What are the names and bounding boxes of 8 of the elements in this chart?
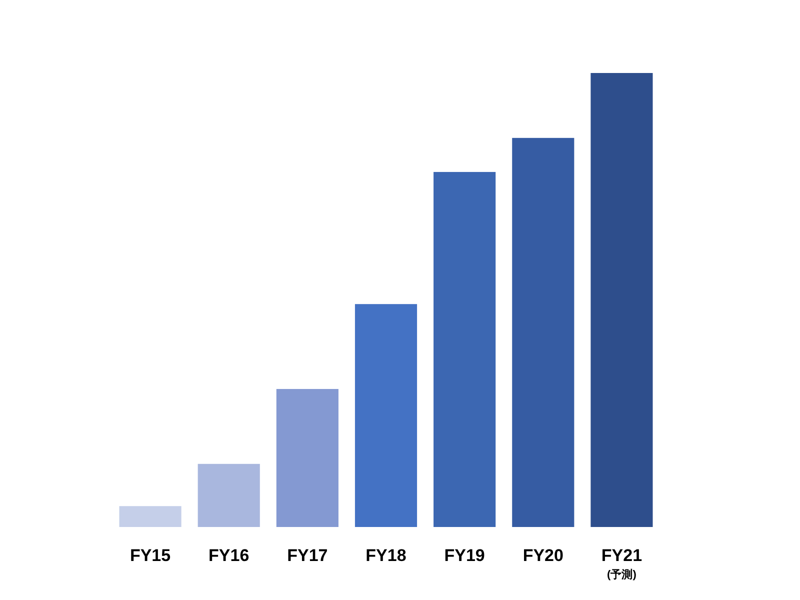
x-tick-label: FY16: [208, 546, 250, 565]
x-tick-label: FY17: [287, 546, 328, 565]
x-tick-label: FY15: [130, 546, 171, 565]
x-tick-label: FY18: [366, 546, 406, 565]
x-tick-label: FY20: [522, 546, 564, 565]
x-tick-label: FY21: [601, 546, 642, 565]
x-tick-label: FY19: [444, 546, 485, 565]
text: (予測): [607, 568, 637, 581]
